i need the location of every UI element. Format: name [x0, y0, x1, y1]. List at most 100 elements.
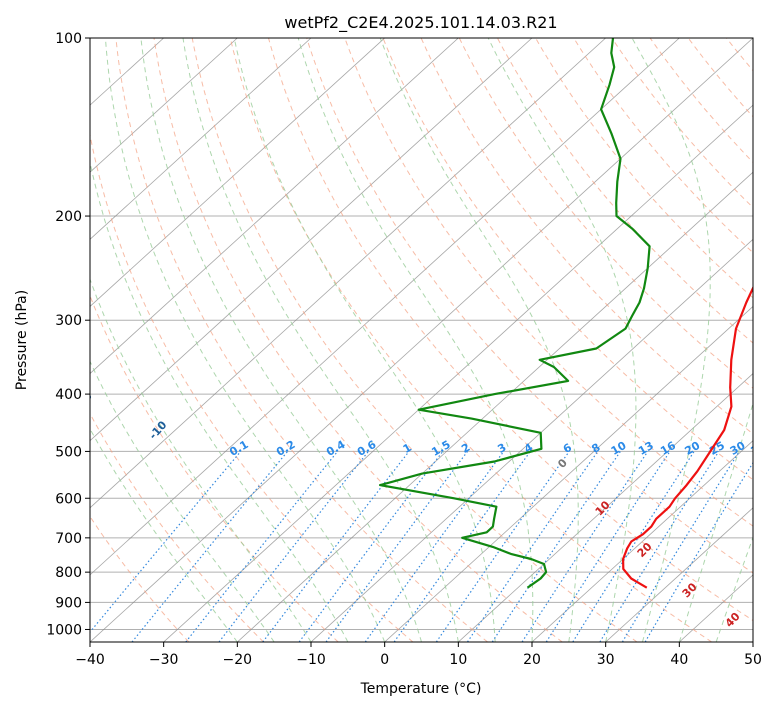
x-tick-label: 50	[744, 652, 762, 668]
mixing-ratio-line	[491, 451, 621, 642]
mixing-ratio-line	[545, 451, 671, 642]
y-tick-label: 700	[55, 531, 82, 547]
mixing-ratio-label: 0.6	[355, 438, 379, 459]
mixing-ratio-line	[218, 451, 369, 642]
isotherm-line	[90, 38, 459, 375]
isotherm-line	[605, 507, 753, 642]
moist-adiabat-line	[715, 536, 753, 642]
mixing-ratio-label: 1.5	[429, 438, 452, 459]
mixing-ratio-line	[90, 451, 242, 633]
moist-adiabat-line	[678, 401, 753, 642]
x-tick-label: −20	[223, 652, 253, 668]
mixing-ratio-line	[364, 451, 505, 642]
temperature-profile-line	[622, 285, 753, 589]
dry-adiabat-line	[191, 38, 638, 642]
isotherm-line	[310, 238, 753, 642]
isotherm-line	[90, 38, 606, 509]
isotherm-line	[531, 440, 753, 642]
dry-adiabat-line	[611, 38, 753, 209]
dewpoint-profile-line	[379, 38, 651, 589]
mixing-ratio-label: 30	[728, 439, 748, 458]
y-tick-label: 800	[55, 565, 82, 581]
isotherm-line	[90, 38, 312, 240]
y-tick-label: 300	[55, 313, 82, 329]
mixing-ratio-label: 0.1	[227, 438, 250, 459]
x-axis-label: Temperature (°C)	[360, 681, 482, 697]
mixing-ratio-line	[621, 451, 740, 642]
moist-adiabat-line	[233, 38, 496, 642]
mixing-ratio-line	[435, 451, 570, 642]
dry-adiabat-line	[268, 38, 753, 622]
moist-adiabat-label: 20	[635, 540, 655, 560]
y-tick-label: 500	[55, 444, 82, 460]
y-tick-label: 900	[55, 595, 82, 611]
x-tick-label: −10	[296, 652, 326, 668]
y-axis-label: Pressure (hPa)	[14, 290, 30, 390]
y-tick-label: 100	[55, 31, 82, 47]
mixing-ratio-line	[572, 451, 695, 642]
isotherm-line	[752, 641, 753, 642]
mixing-ratio-label: 6	[561, 441, 574, 456]
dry-adiabat-line	[382, 38, 753, 481]
moist-adiabat-label: 30	[680, 580, 700, 600]
dry-adiabat-line	[496, 38, 753, 344]
mixing-ratio-label: 36	[748, 439, 768, 458]
dry-adiabat-line	[115, 38, 488, 642]
mixing-ratio-label: 1	[401, 441, 414, 456]
moist-adiabat-label: 10	[593, 498, 613, 518]
moist-adiabat-line	[104, 38, 386, 642]
dry-adiabat-line	[229, 38, 712, 642]
chart-title: wetPf2_C2E4.2025.101.14.03.R21	[284, 13, 557, 33]
moist-adiabat-line	[379, 38, 579, 642]
mixing-ratio-line	[393, 451, 531, 642]
x-tick-label: 10	[449, 652, 467, 668]
isotherm-line	[90, 38, 753, 642]
isotherm-line	[458, 373, 753, 642]
dry-adiabat-line	[90, 294, 339, 642]
x-tick-label: −40	[75, 652, 105, 668]
dry-adiabat-line	[90, 132, 414, 642]
dry-adiabat-line	[687, 38, 753, 118]
y-tick-label: 400	[55, 387, 82, 403]
x-tick-label: −30	[149, 652, 179, 668]
mixing-ratio-line	[466, 451, 599, 642]
mixing-ratio-line	[644, 461, 753, 642]
mixing-ratio-line	[298, 451, 444, 642]
mixing-ratio-line	[185, 451, 339, 642]
moist-adiabat-line	[487, 38, 637, 642]
dry-adiabat-line	[306, 38, 753, 574]
x-tick-label: 30	[597, 652, 615, 668]
isotherm-line	[90, 38, 385, 307]
moist-adiabat-line	[90, 277, 312, 642]
mixing-ratio-label: 16	[658, 439, 678, 458]
dry-adiabat-line	[765, 38, 775, 642]
dry-adiabat-line	[153, 38, 563, 642]
x-tick-label: 0	[380, 652, 389, 668]
y-tick-label: 1000	[46, 622, 82, 638]
mixing-ratio-label: 10	[609, 439, 629, 458]
isotherm-line	[237, 171, 753, 642]
mixing-ratio-line	[262, 451, 410, 642]
moist-adiabat-line	[90, 360, 275, 642]
dry-adiabat-line	[535, 38, 753, 299]
dry-adiabat-line	[573, 38, 753, 254]
isotherm-line	[163, 104, 753, 642]
moist-adiabat-line	[182, 38, 459, 642]
moist-adiabat-line	[297, 38, 534, 642]
dry-adiabat-line	[90, 412, 264, 642]
x-tick-label: 40	[670, 652, 688, 668]
plot-frame	[89, 37, 754, 643]
moist-adiabat-line	[140, 38, 422, 642]
isotherm-line	[90, 38, 533, 442]
moist-adiabat-label: 0	[555, 456, 570, 471]
x-tick-label: 20	[523, 652, 541, 668]
isotherm-line	[90, 38, 238, 173]
moist-adiabat-line	[90, 427, 238, 642]
mixing-ratio-label: 13	[636, 439, 656, 458]
dry-adiabat-line	[344, 38, 753, 527]
dry-adiabat-line	[649, 38, 753, 164]
y-tick-label: 200	[55, 209, 82, 225]
isotherm-line	[90, 38, 680, 576]
moist-adiabat-line	[90, 159, 349, 642]
